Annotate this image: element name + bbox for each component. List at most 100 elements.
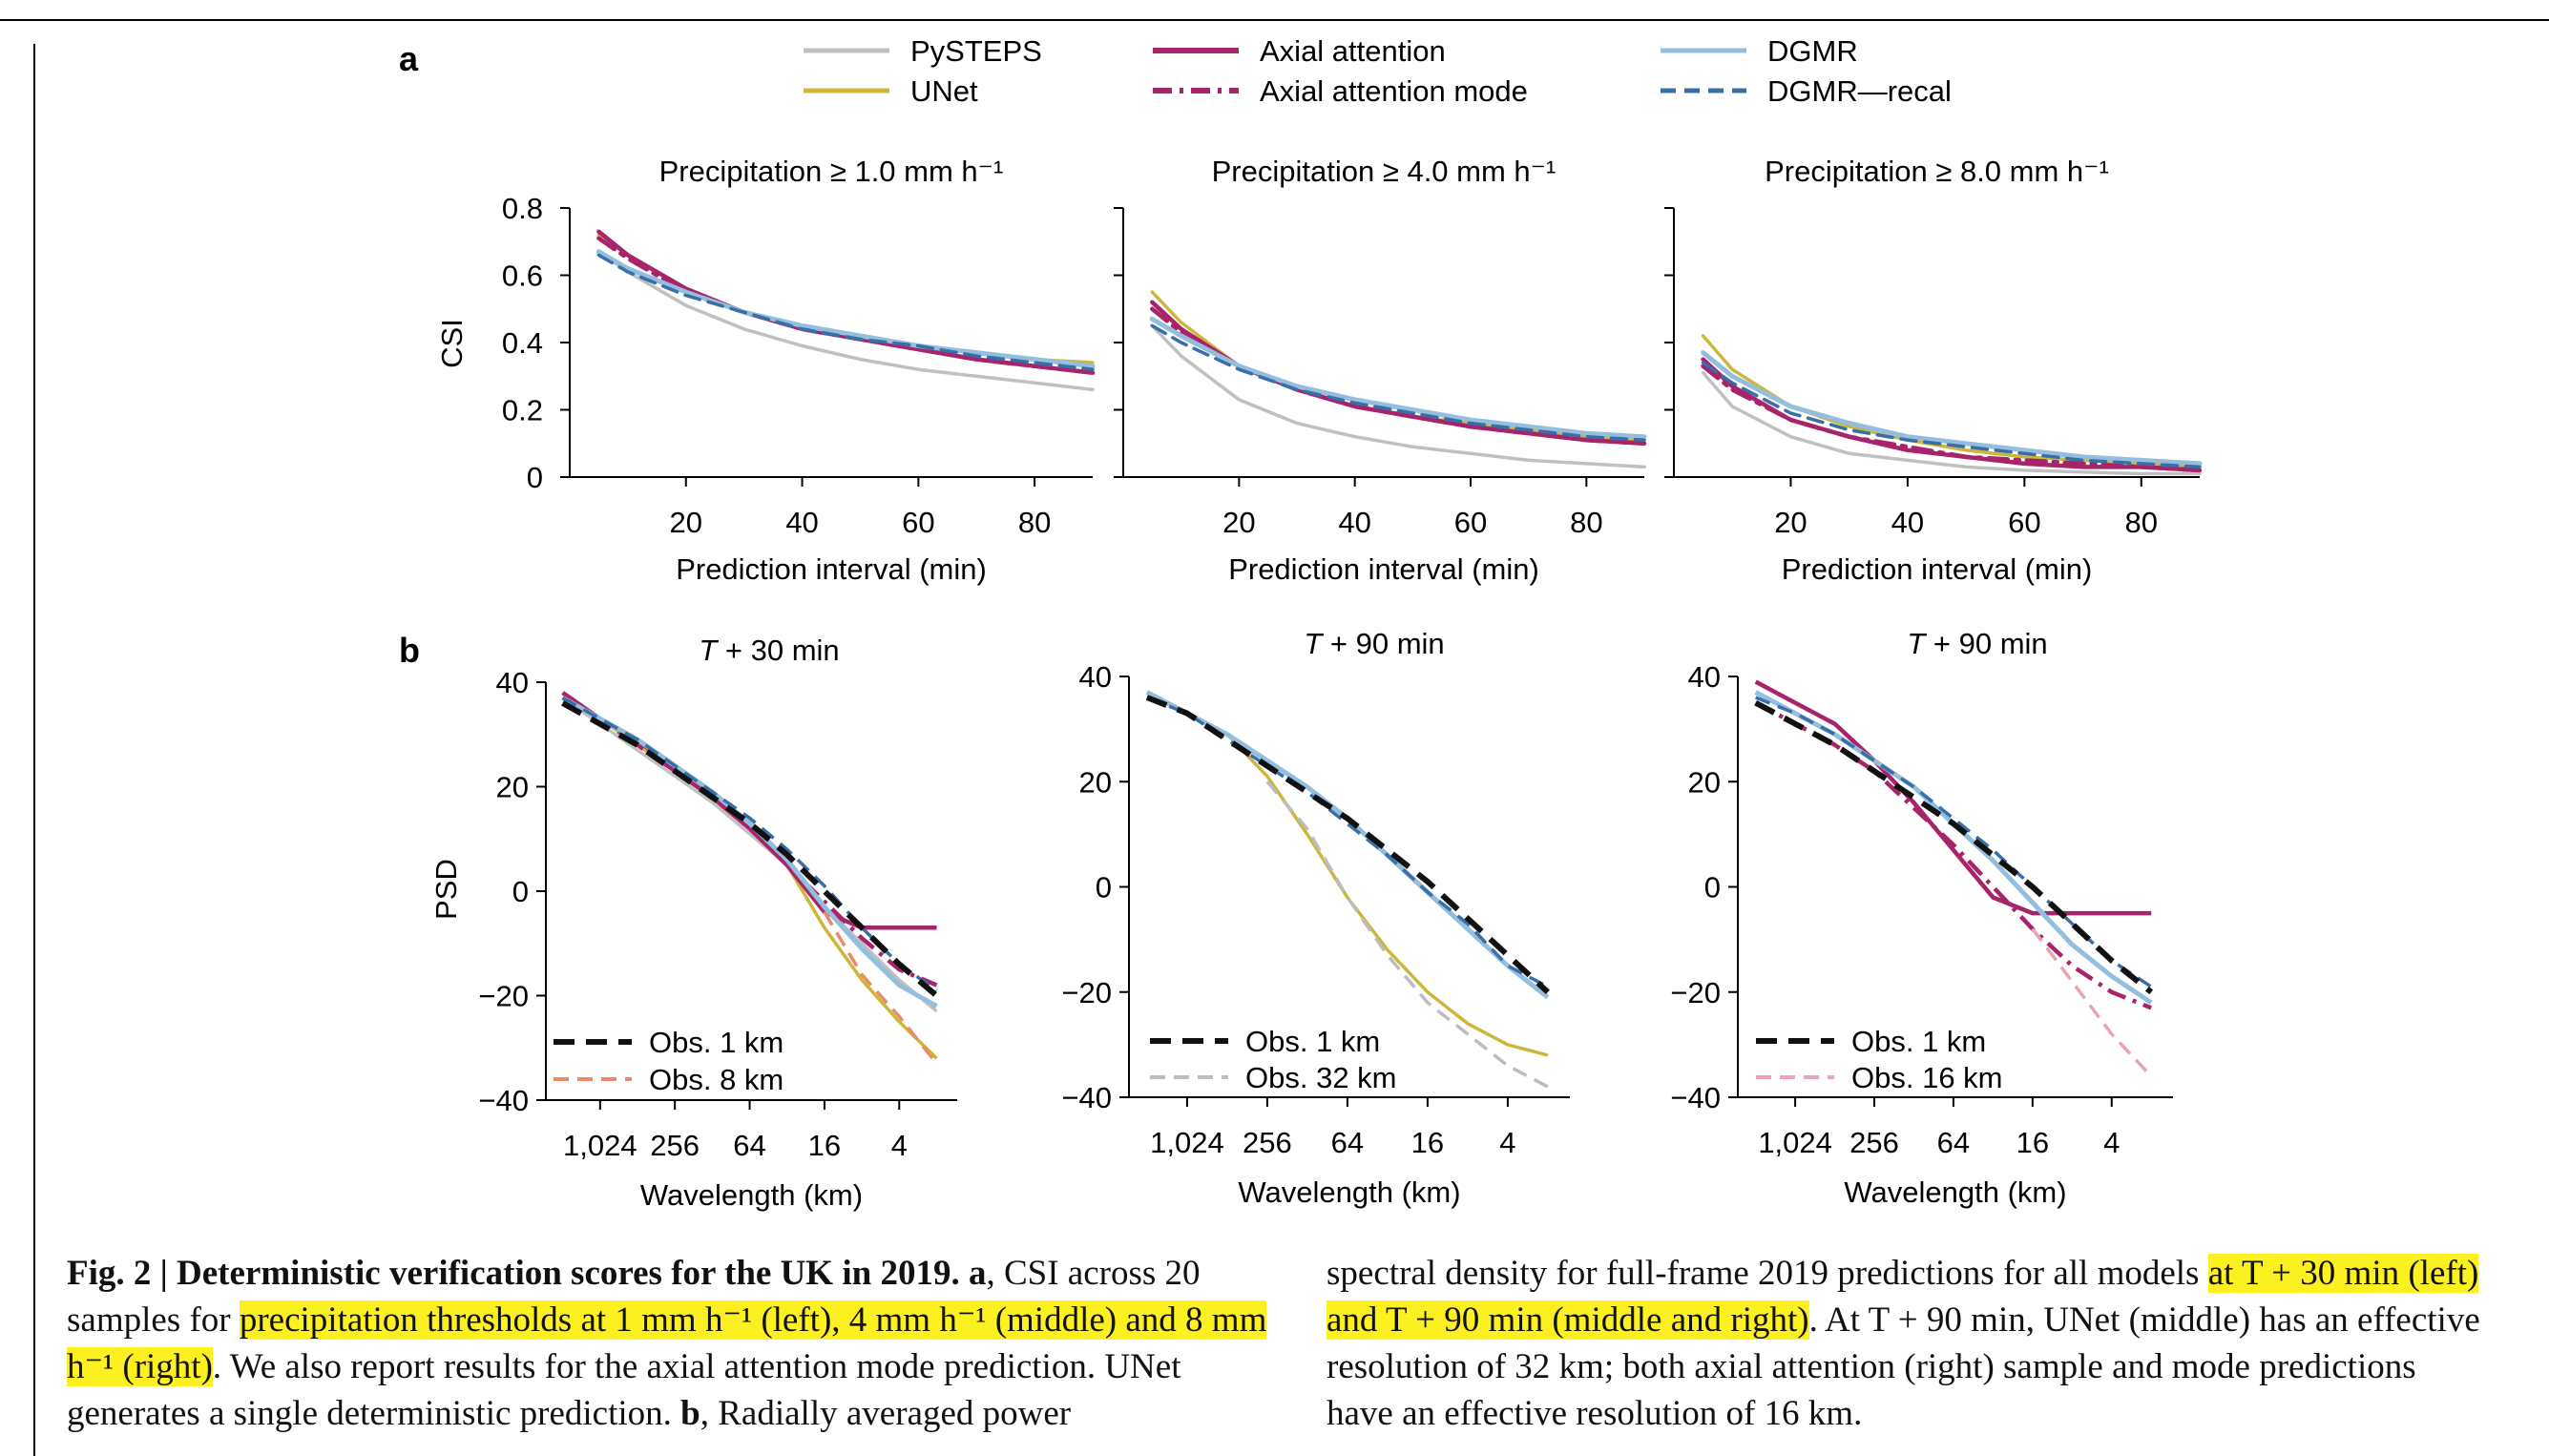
psd-xtick-label: 4 bbox=[891, 1129, 908, 1162]
csi-series-axial-attention-mode bbox=[596, 236, 1096, 375]
psd-xtick-label: 4 bbox=[1499, 1126, 1515, 1159]
psd-series-obs-32-km bbox=[1265, 780, 1549, 1089]
psd-series-unet bbox=[561, 696, 938, 1060]
psd-legend-label-obs-1-km: Obs. 1 km bbox=[649, 1026, 784, 1059]
caption-right-p2: . At T + 90 min, UNet (middle) has an ef… bbox=[1327, 1300, 2480, 1433]
csi-xtick-label: 20 bbox=[670, 506, 702, 539]
caption-left-p3: , Radially averaged power bbox=[700, 1394, 1072, 1433]
psd-xtick-label: 4 bbox=[2103, 1126, 2120, 1159]
csi-series-dgmr bbox=[1149, 316, 1647, 440]
psd-ytick-label: 0 bbox=[1096, 871, 1112, 905]
psd-xtick-label: 64 bbox=[1937, 1126, 1970, 1159]
psd-xtick-label: 1,024 bbox=[563, 1129, 637, 1162]
psd-ytick-label: 0 bbox=[512, 875, 529, 908]
csi-series-dgmr bbox=[595, 249, 1096, 369]
psd-series-obs-1-km bbox=[1145, 695, 1550, 995]
csi-ytick-label: 0.6 bbox=[502, 260, 543, 293]
psd-legend-label-obs-16-km: Obs. 16 km bbox=[1851, 1061, 2003, 1094]
psd-xtick-label: 64 bbox=[733, 1129, 765, 1162]
psd-ytick-label: −20 bbox=[1670, 976, 1721, 1009]
csi-xtick-label: 40 bbox=[785, 506, 818, 539]
psd-title-rest: + 90 min bbox=[1925, 627, 2047, 660]
psd-title-italic: T bbox=[699, 634, 719, 667]
psd-ytick-label: −40 bbox=[1670, 1081, 1721, 1114]
psd-ytick-label: 0 bbox=[1704, 871, 1721, 905]
csi-series-pysteps bbox=[1150, 323, 1646, 469]
psd-series-dgmr-recal bbox=[561, 696, 938, 992]
top-rule bbox=[0, 19, 2549, 21]
legend-label-unet: UNet bbox=[910, 74, 978, 108]
psd-ylabel: PSD bbox=[429, 859, 463, 920]
caption-right-p1: spectral density for full-frame 2019 pre… bbox=[1327, 1254, 2208, 1293]
caption-fig-label: Fig. 2 | bbox=[67, 1254, 178, 1293]
csi-ytick-label: 0.8 bbox=[502, 192, 543, 225]
psd-series-obs-1-km bbox=[561, 700, 939, 998]
psd-legend-label-obs-8-km: Obs. 8 km bbox=[649, 1063, 784, 1096]
legend-label-axial-attention: Axial attention bbox=[1260, 34, 1446, 68]
caption-left-p1: , CSI across 20 samples for bbox=[67, 1254, 1201, 1340]
csi-xlabel-3: Prediction interval (min) bbox=[1782, 552, 2093, 586]
csi-series-dgmr-recal bbox=[1701, 361, 2202, 469]
psd-series-obs-1-km bbox=[1754, 699, 2154, 995]
csi-xtick-label: 40 bbox=[1338, 506, 1370, 539]
csi-series-pysteps bbox=[596, 250, 1095, 392]
csi-series-axial-attention bbox=[1150, 300, 1647, 447]
csi-series-axial-attention bbox=[596, 229, 1096, 375]
psd-xtick-label: 256 bbox=[650, 1129, 700, 1162]
psd-title-rest: + 30 min bbox=[717, 634, 839, 667]
psd-series-unet bbox=[1146, 690, 1549, 1057]
csi-series-pysteps bbox=[1701, 370, 2202, 476]
psd-xtick-label: 16 bbox=[2016, 1126, 2049, 1159]
csi-xtick-label: 80 bbox=[1018, 506, 1051, 539]
psd-xtick-label: 16 bbox=[808, 1129, 841, 1162]
csi-xlabel-2: Prediction interval (min) bbox=[1228, 552, 1539, 586]
csi-title-2: Precipitation ≥ 4.0 mm h⁻¹ bbox=[1212, 155, 1557, 188]
psd-series-axial-attention bbox=[1754, 679, 2152, 916]
psd-xtick-label: 1,024 bbox=[1150, 1126, 1224, 1159]
csi-title-1: Precipitation ≥ 1.0 mm h⁻¹ bbox=[659, 155, 1004, 188]
csi-xtick-label: 60 bbox=[2008, 506, 2040, 539]
psd-legend-label-obs-1-km: Obs. 1 km bbox=[1851, 1025, 1986, 1058]
psd-ytick-label: −20 bbox=[1061, 976, 1112, 1009]
psd-legend-label-obs-32-km: Obs. 32 km bbox=[1245, 1061, 1397, 1094]
csi-ylabel: CSI bbox=[435, 319, 469, 368]
figure: a b PySTEPS UNet Axial attention Axial attent… bbox=[399, 34, 2203, 1212]
csi-xtick-label: 20 bbox=[1774, 506, 1807, 539]
psd-xtick-label: 64 bbox=[1331, 1126, 1364, 1159]
csi-series-dgmr-recal bbox=[596, 253, 1095, 371]
caption-a-label: a bbox=[968, 1254, 987, 1293]
psd-ytick-label: −40 bbox=[478, 1084, 529, 1117]
caption-right: spectral density for full-frame 2019 pre… bbox=[1327, 1250, 2481, 1437]
psd-series-dgmr bbox=[561, 696, 938, 1009]
csi-xtick-label: 60 bbox=[902, 506, 934, 539]
csi-series-axial-attention-mode bbox=[1150, 306, 1647, 447]
psd-ytick-label: 40 bbox=[496, 666, 529, 699]
psd-ytick-label: −40 bbox=[1061, 1081, 1112, 1114]
csi-series-dgmr bbox=[1701, 350, 2203, 467]
psd-xtick-label: 256 bbox=[1243, 1126, 1292, 1159]
psd-title-italic: T bbox=[1907, 627, 1927, 660]
psd-series-dgmr bbox=[1145, 690, 1550, 1000]
psd-title-italic: T bbox=[1304, 627, 1324, 660]
csi-xtick-label: 80 bbox=[2125, 506, 2158, 539]
psd-title-rest: + 90 min bbox=[1322, 627, 1444, 660]
psd-xtick-label: 256 bbox=[1849, 1126, 1899, 1159]
csi-xlabel-1: Prediction interval (min) bbox=[676, 552, 987, 586]
psd-xlabel-2: Wavelength (km) bbox=[1238, 1175, 1460, 1209]
psd-series-obs-8-km bbox=[823, 911, 938, 1065]
caption-left-p2: . We also report results for the axial a… bbox=[67, 1347, 1181, 1433]
psd-ytick-label: 20 bbox=[1688, 765, 1721, 799]
psd-series-pysteps bbox=[561, 696, 938, 1013]
psd-title-1: T + 30 min bbox=[699, 634, 839, 667]
csi-xtick-label: 20 bbox=[1222, 506, 1255, 539]
psd-title-3: T + 90 min bbox=[1907, 627, 2047, 660]
left-rule bbox=[33, 44, 35, 1456]
psd-title-2: T + 90 min bbox=[1304, 627, 1444, 660]
psd-ytick-label: 40 bbox=[1688, 660, 1721, 694]
psd-series-dgmr-recal bbox=[1146, 696, 1549, 988]
csi-series-dgmr-recal bbox=[1150, 323, 1646, 442]
csi-series-axial-attention-mode bbox=[1701, 364, 2203, 473]
csi-ytick-label: 0.2 bbox=[502, 394, 543, 427]
psd-xlabel-1: Wavelength (km) bbox=[640, 1178, 863, 1212]
psd-ytick-label: 20 bbox=[496, 771, 529, 804]
